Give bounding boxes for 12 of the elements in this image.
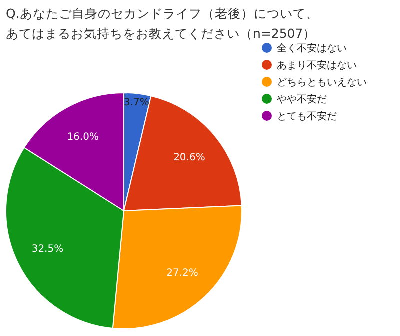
legend-label: やや不安だ bbox=[277, 94, 327, 106]
data-label: 32.5% bbox=[32, 244, 64, 255]
data-label: 27.2% bbox=[166, 268, 198, 280]
legend-label: あまり不安はない bbox=[277, 60, 357, 72]
data-label: 20.6% bbox=[174, 152, 206, 164]
chart-title: Q.あなたご自身のセカンドライフ（老後）について、 bbox=[6, 6, 319, 21]
legend-label: 全く不安はない bbox=[277, 42, 347, 54]
chart-subtitle: あてはまるお気持ちをお教えてください（n=2507） bbox=[6, 26, 316, 41]
data-label: 16.0% bbox=[67, 132, 99, 144]
legend-label: とても不安だ bbox=[277, 110, 337, 122]
legend-label: どちらともいえない bbox=[277, 78, 367, 88]
data-label: 3.7% bbox=[124, 98, 150, 108]
